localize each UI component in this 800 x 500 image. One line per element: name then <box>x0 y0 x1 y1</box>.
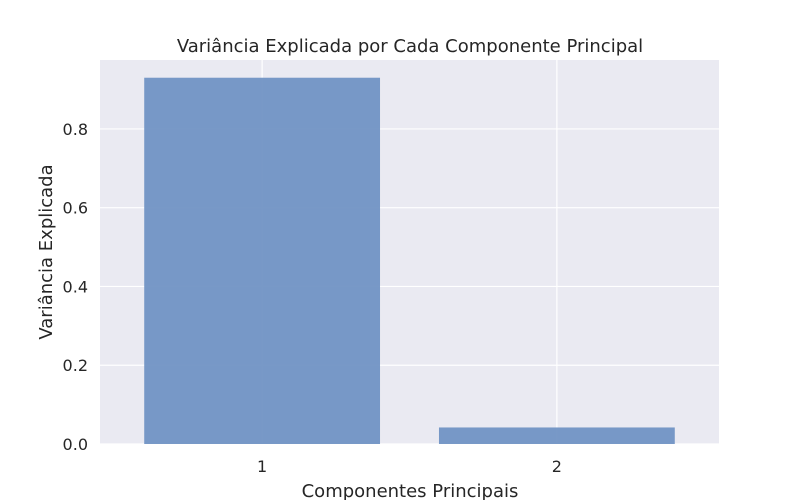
bar-component-1 <box>144 77 381 444</box>
bars <box>144 77 675 444</box>
y-tick-label: 0.6 <box>63 199 88 218</box>
x-axis-label: Componentes Principais <box>302 481 519 500</box>
y-tick-label: 0.4 <box>63 277 88 296</box>
bar-component-2 <box>438 427 675 444</box>
x-tick-label: 2 <box>552 457 562 476</box>
chart-title: Variância Explicada por Cada Componente … <box>177 36 643 57</box>
y-tick-label: 0.8 <box>63 120 88 139</box>
y-tick-label: 0.2 <box>63 356 88 375</box>
y-axis-label: Variância Explicada <box>36 164 57 339</box>
y-tick-labels: 0.0 0.2 0.4 0.6 0.8 <box>63 120 88 454</box>
x-tick-label: 1 <box>257 457 267 476</box>
y-tick-label: 0.0 <box>63 435 88 454</box>
